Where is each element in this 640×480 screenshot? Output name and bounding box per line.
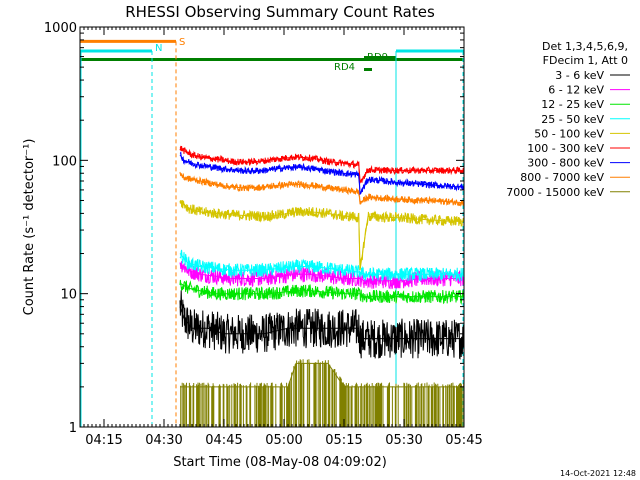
series-line-5: [179, 147, 464, 185]
x-tick-label-6: 05:45: [445, 433, 482, 448]
x-tick-label-4: 05:15: [325, 433, 362, 448]
annotation-rd4: RD4: [334, 62, 355, 73]
series-trace-5: [179, 145, 465, 184]
series-5: [179, 145, 465, 185]
y-tick-label-3: 1000: [44, 21, 77, 36]
series-6: [179, 151, 465, 196]
series-trace-4: [179, 200, 465, 270]
annotation-n: N: [155, 43, 162, 54]
series-trace-3: [179, 249, 465, 283]
x-tick-label-1: 04:30: [145, 433, 182, 448]
annotation-s: S: [179, 37, 185, 48]
series-4: [179, 200, 465, 271]
x-tick-label-5: 05:30: [385, 433, 422, 448]
interval-markers: [80, 41, 464, 427]
x-tick-label-0: 04:15: [85, 433, 122, 448]
y-axis: 1 10 100 1000: [44, 21, 464, 436]
chart-title: RHESSI Observing Summary Count Rates: [125, 3, 435, 21]
series-trace-6: [179, 151, 465, 195]
legend-label-2: 12 - 25 keV: [541, 98, 604, 111]
x-tick-label-3: 05:00: [265, 433, 302, 448]
x-tick-label-2: 04:45: [205, 433, 242, 448]
date-stamp: 14-Oct-2021 12:48: [560, 469, 636, 478]
legend-label-8: 7000 - 15000 keV: [506, 186, 604, 199]
series-trace-7: [179, 171, 465, 207]
series-8: [180, 359, 465, 427]
series-7: [179, 171, 465, 207]
attenuator-decimation-bars: [80, 39, 464, 72]
legend-label-3: 25 - 50 keV: [541, 113, 604, 126]
legend-label-1: 6 - 12 keV: [548, 84, 604, 97]
series-trace-8: [180, 359, 465, 427]
y-tick-label-2: 100: [52, 154, 77, 169]
series-2: [179, 279, 465, 305]
y-axis-label: Count Rate (s⁻¹ detector⁻¹): [22, 139, 37, 316]
x-axis-label: Start Time (08-May-08 04:09:02): [173, 455, 387, 470]
legend-header-2: FDecim 1, Att 0: [543, 54, 628, 67]
legend-label-6: 300 - 800 keV: [527, 157, 604, 170]
plot-frame: [79, 26, 465, 428]
legend-label-7: 800 - 7000 keV: [520, 171, 604, 184]
series-0: [179, 290, 465, 360]
x-axis: 04:15 04:30 04:45 05:00 05:15 05:30 05:45: [79, 27, 483, 448]
legend: Det 1,3,4,5,6,9, FDecim 1, Att 0 3 - 6 k…: [506, 40, 630, 199]
legend-label-4: 50 - 100 keV: [534, 127, 604, 140]
series-3: [179, 249, 465, 283]
y-tick-label-0: 1: [69, 421, 77, 436]
legend-label-5: 100 - 300 keV: [527, 142, 604, 155]
series-layer: [179, 145, 465, 427]
annotation-rd9: RD9: [367, 52, 388, 63]
legend-header-1: Det 1,3,4,5,6,9,: [542, 40, 628, 53]
y-tick-label-1: 10: [60, 288, 77, 303]
series-trace-2: [179, 279, 465, 305]
series-trace-0: [179, 290, 465, 360]
legend-label-0: 3 - 6 keV: [555, 69, 604, 82]
